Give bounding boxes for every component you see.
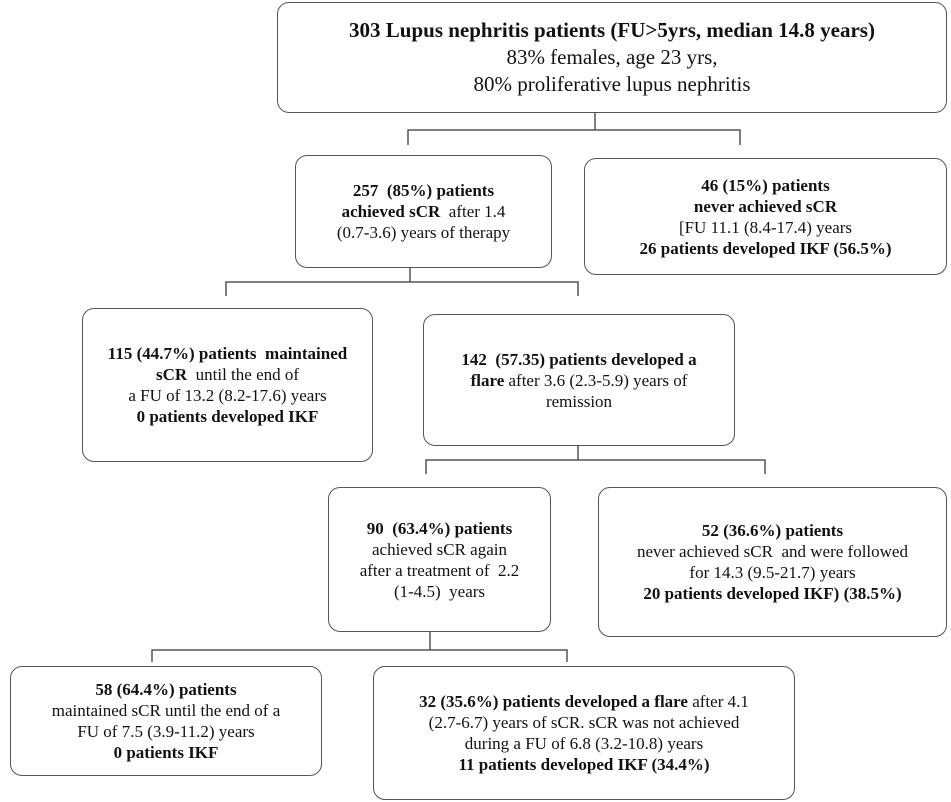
text-run: maintained sCR until the end of a bbox=[51, 701, 281, 720]
text-line: 46 (15%) patients bbox=[701, 175, 829, 196]
text-run: 32 (35.6%) patients developed a flare bbox=[419, 692, 688, 711]
text-line: (0.7-3.6) years of therapy bbox=[337, 222, 510, 243]
text-line: 20 patients developed IKF) (38.5%) bbox=[643, 583, 901, 604]
text-run: after a treatment of 2.2 bbox=[359, 560, 520, 580]
text-run: after 3.6 (2.3-5.9) years of bbox=[504, 370, 688, 390]
text-run: (0.7-3.6) years of therapy bbox=[336, 223, 511, 242]
text-run: 58 (64.4%) patients bbox=[95, 680, 237, 699]
text-run: 0 patients IKF bbox=[113, 743, 219, 762]
connector bbox=[425, 459, 766, 474]
flow-box: 115 (44.7%) patients maintained sCR until… bbox=[82, 308, 373, 462]
text-line: 142 (57.35) patients developed a bbox=[461, 349, 696, 370]
text-line: 303 Lupus nephritis patients (FU>5yrs, m… bbox=[349, 17, 875, 44]
flow-box: 58 (64.4%) patients maintained sCR until … bbox=[10, 666, 322, 776]
text-run: 303 Lupus nephritis patients (FU>5yrs, m… bbox=[349, 18, 875, 42]
text-run: never achieved sCR and were followed bbox=[637, 542, 908, 561]
text-run: 11 patients developed IKF (34.4%) bbox=[458, 755, 710, 774]
text-run: never achieved sCR bbox=[693, 196, 838, 216]
text-line: (1-4.5) years bbox=[394, 581, 485, 602]
flow-box: 303 Lupus nephritis patients (FU>5yrs, m… bbox=[277, 2, 947, 113]
text-line: 52 (36.6%) patients bbox=[702, 520, 843, 541]
text-run: 257 (85%) patients bbox=[352, 181, 495, 200]
text-line: for 14.3 (9.5-21.7) years bbox=[689, 562, 855, 583]
text-run: 26 patients developed IKF (56.5%) bbox=[639, 238, 892, 258]
text-run: during a FU of 6.8 (3.2-10.8) years bbox=[464, 734, 704, 753]
text-run: sCR bbox=[155, 365, 188, 384]
text-run: until the end of bbox=[187, 365, 300, 384]
text-line: [FU 11.1 (8.4-17.4) years bbox=[679, 217, 852, 238]
text-run: FU of 7.5 (3.9-11.2) years bbox=[77, 722, 255, 741]
text-run: after 4.1 bbox=[687, 692, 749, 711]
text-run: (1-4.5) years bbox=[393, 581, 486, 601]
text-line: achieved sCR again bbox=[372, 539, 507, 560]
text-line: FU of 7.5 (3.9-11.2) years bbox=[77, 721, 254, 742]
text-line: 11 patients developed IKF (34.4%) bbox=[458, 754, 709, 775]
text-run: 46 (15%) patients bbox=[701, 175, 830, 195]
text-line: never achieved sCR and were followed bbox=[637, 541, 908, 562]
text-run: remission bbox=[545, 391, 613, 411]
text-run: 90 (63.4%) patients bbox=[366, 518, 513, 538]
text-line: achieved sCR after 1.4 bbox=[342, 201, 506, 222]
text-line: 90 (63.4%) patients bbox=[367, 518, 512, 539]
text-line: maintained sCR until the end of a bbox=[52, 700, 281, 721]
text-line: 83% females, age 23 yrs, bbox=[506, 44, 717, 71]
text-run: 83% females, age 23 yrs, bbox=[506, 45, 718, 69]
text-run: after 1.4 bbox=[440, 202, 506, 221]
connector bbox=[407, 129, 741, 145]
text-run: 80% proliferative lupus nephritis bbox=[473, 72, 751, 96]
text-line: 257 (85%) patients bbox=[353, 180, 494, 201]
text-line: a FU of 13.2 (8.2-17.6) years bbox=[128, 385, 326, 406]
text-run: achieved sCR bbox=[341, 202, 441, 221]
text-run: [FU 11.1 (8.4-17.4) years bbox=[678, 217, 853, 237]
flow-box: 52 (36.6%) patients never achieved sCR an… bbox=[598, 487, 947, 637]
text-line: 80% proliferative lupus nephritis bbox=[473, 71, 750, 98]
text-line: 32 (35.6%) patients developed a flare af… bbox=[419, 691, 749, 712]
flow-box: 46 (15%) patients never achieved sCR [FU 1… bbox=[584, 158, 947, 275]
text-run: achieved sCR again bbox=[371, 539, 507, 559]
text-line: flare after 3.6 (2.3-5.9) years of bbox=[471, 370, 688, 391]
text-run: 20 patients developed IKF) (38.5%) bbox=[643, 584, 902, 603]
text-line: (2.7-6.7) years of sCR. sCR was not achi… bbox=[429, 712, 740, 733]
text-run: (2.7-6.7) years of sCR. sCR was not achi… bbox=[428, 713, 740, 732]
text-run: 142 (57.35) patients developed a bbox=[461, 349, 697, 369]
flow-box: 257 (85%) patients achieved sCR after 1.4… bbox=[295, 155, 552, 268]
text-run: flare bbox=[470, 370, 505, 390]
text-line: 0 patients developed IKF bbox=[137, 406, 319, 427]
flow-box: 32 (35.6%) patients developed a flare af… bbox=[373, 666, 795, 800]
text-line: sCR until the end of bbox=[156, 364, 299, 385]
flow-box: 90 (63.4%) patients achieved sCR again aft… bbox=[328, 487, 551, 632]
connector bbox=[225, 281, 579, 296]
text-line: 26 patients developed IKF (56.5%) bbox=[639, 238, 891, 259]
text-run: a FU of 13.2 (8.2-17.6) years bbox=[128, 386, 327, 405]
text-line: 0 patients IKF bbox=[114, 742, 219, 763]
text-line: remission bbox=[546, 391, 612, 412]
text-run: for 14.3 (9.5-21.7) years bbox=[689, 563, 856, 582]
text-run: 52 (36.6%) patients bbox=[701, 521, 844, 540]
text-line: never achieved sCR bbox=[694, 196, 837, 217]
text-line: after a treatment of 2.2 bbox=[360, 560, 520, 581]
flow-box: 142 (57.35) patients developed a flare af… bbox=[423, 314, 735, 446]
text-line: 115 (44.7%) patients maintained bbox=[108, 343, 347, 364]
text-run: 115 (44.7%) patients maintained bbox=[107, 344, 348, 363]
text-line: during a FU of 6.8 (3.2-10.8) years bbox=[465, 733, 703, 754]
text-line: 58 (64.4%) patients bbox=[95, 679, 236, 700]
connector bbox=[151, 649, 568, 662]
text-run: 0 patients developed IKF bbox=[136, 407, 319, 426]
